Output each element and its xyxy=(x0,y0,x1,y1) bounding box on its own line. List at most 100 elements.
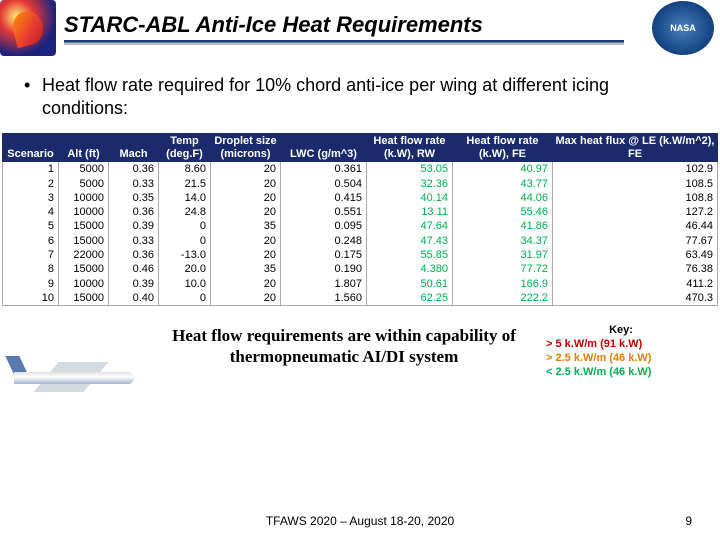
data-table: ScenarioAlt (ft)MachTemp (deg.F)Droplet … xyxy=(2,133,718,306)
table-cell: 77.67 xyxy=(553,234,718,248)
table-cell: 10000 xyxy=(59,191,109,205)
table-row: 10150000.400201.56062.25222.2470.3 xyxy=(3,291,718,306)
table-cell: 108.8 xyxy=(553,191,718,205)
table-cell: 0 xyxy=(159,234,211,248)
nasa-logo-text: NASA xyxy=(670,23,696,33)
table-cell: 108.5 xyxy=(553,177,718,191)
table-cell: 8 xyxy=(3,262,59,276)
table-cell: 411.2 xyxy=(553,277,718,291)
slide-footer: TFAWS 2020 – August 18-20, 2020 xyxy=(0,514,720,528)
legend-line: > 2.5 k.W/m (46 k.W) xyxy=(546,352,696,366)
table-cell: 20 xyxy=(211,177,281,191)
table-cell: 4 xyxy=(3,205,59,219)
table-cell: 34.37 xyxy=(453,234,553,248)
table-cell: 0.46 xyxy=(109,262,159,276)
column-header: LWC (g/m^3) xyxy=(281,134,367,162)
table-cell: 7 xyxy=(3,248,59,262)
column-header: Temp (deg.F) xyxy=(159,134,211,162)
table-cell: 0.39 xyxy=(109,219,159,233)
table-cell: 53.05 xyxy=(367,162,453,177)
slide-title: STARC-ABL Anti-Ice Heat Requirements xyxy=(64,12,720,38)
table-row: 150000.368.60200.36153.0540.97102.9 xyxy=(3,162,718,177)
table-cell: 10.0 xyxy=(159,277,211,291)
table-row: 7220000.36-13.0200.17555.8531.9763.49 xyxy=(3,248,718,262)
content-area: Heat flow rate required for 10% chord an… xyxy=(0,56,720,406)
table-cell: 20 xyxy=(211,205,281,219)
table-cell: 0.361 xyxy=(281,162,367,177)
table-cell: 15000 xyxy=(59,291,109,306)
table-cell: 0.33 xyxy=(109,234,159,248)
table-cell: 62.25 xyxy=(367,291,453,306)
table-cell: 32.36 xyxy=(367,177,453,191)
table-row: 3100000.3514.0200.41540.1444.06108.8 xyxy=(3,191,718,205)
table-cell: 20 xyxy=(211,277,281,291)
table-cell: 63.49 xyxy=(553,248,718,262)
column-header: Heat flow rate (k.W), RW xyxy=(367,134,453,162)
table-cell: 20 xyxy=(211,234,281,248)
table-cell: 47.43 xyxy=(367,234,453,248)
table-cell: 3 xyxy=(3,191,59,205)
table-cell: 31.97 xyxy=(453,248,553,262)
column-header: Mach xyxy=(109,134,159,162)
table-cell: 21.5 xyxy=(159,177,211,191)
table-cell: 14.0 xyxy=(159,191,211,205)
title-underline xyxy=(64,40,624,45)
table-cell: 4.380 xyxy=(367,262,453,276)
table-cell: 222.2 xyxy=(453,291,553,306)
bullet-point: Heat flow rate required for 10% chord an… xyxy=(28,74,696,119)
table-cell: 0.33 xyxy=(109,177,159,191)
table-cell: 77.72 xyxy=(453,262,553,276)
table-cell: 5 xyxy=(3,219,59,233)
table-cell: 0 xyxy=(159,219,211,233)
table-cell: 20 xyxy=(211,162,281,177)
table-cell: 9 xyxy=(3,277,59,291)
table-cell: -13.0 xyxy=(159,248,211,262)
table-row: 8150000.4620.0350.1904.38077.7276.38 xyxy=(3,262,718,276)
table-cell: 20 xyxy=(211,191,281,205)
slide-header: STARC-ABL Anti-Ice Heat Requirements NAS… xyxy=(0,0,720,56)
table-cell: 0.504 xyxy=(281,177,367,191)
table-cell: 0.248 xyxy=(281,234,367,248)
table-row: 4100000.3624.8200.55113.1155.46127.2 xyxy=(3,205,718,219)
table-cell: 40.14 xyxy=(367,191,453,205)
table-cell: 20 xyxy=(211,291,281,306)
table-cell: 1.560 xyxy=(281,291,367,306)
table-cell: 0.36 xyxy=(109,248,159,262)
table-cell: 102.9 xyxy=(553,162,718,177)
table-cell: 166.9 xyxy=(453,277,553,291)
table-cell: 43.77 xyxy=(453,177,553,191)
table-cell: 40.97 xyxy=(453,162,553,177)
table-body: 150000.368.60200.36153.0540.97102.925000… xyxy=(3,162,718,306)
table-cell: 50.61 xyxy=(367,277,453,291)
table-cell: 15000 xyxy=(59,219,109,233)
table-cell: 46.44 xyxy=(553,219,718,233)
column-header: Heat flow rate (k.W), FE xyxy=(453,134,553,162)
table-cell: 13.11 xyxy=(367,205,453,219)
table-cell: 0.415 xyxy=(281,191,367,205)
legend-key: Key: > 5 k.W/m (91 k.W)> 2.5 k.W/m (46 k… xyxy=(546,322,696,406)
table-cell: 8.60 xyxy=(159,162,211,177)
table-cell: 41.86 xyxy=(453,219,553,233)
table-cell: 0.35 xyxy=(109,191,159,205)
table-cell: 0.36 xyxy=(109,162,159,177)
column-header: Alt (ft) xyxy=(59,134,109,162)
column-header: Scenario xyxy=(3,134,59,162)
table-cell: 35 xyxy=(211,262,281,276)
column-header: Droplet size (microns) xyxy=(211,134,281,162)
table-cell: 15000 xyxy=(59,234,109,248)
table-cell: 24.8 xyxy=(159,205,211,219)
table-row: 5150000.390350.09547.6441.8646.44 xyxy=(3,219,718,233)
table-cell: 20 xyxy=(211,248,281,262)
page-number: 9 xyxy=(685,514,692,528)
table-cell: 55.85 xyxy=(367,248,453,262)
table-cell: 35 xyxy=(211,219,281,233)
table-cell: 0.551 xyxy=(281,205,367,219)
combustion-logo xyxy=(0,0,56,56)
table-cell: 10000 xyxy=(59,205,109,219)
table-cell: 5000 xyxy=(59,162,109,177)
column-header: Max heat flux @ LE (k.W/m^2), FE xyxy=(553,134,718,162)
table-cell: 10000 xyxy=(59,277,109,291)
table-cell: 76.38 xyxy=(553,262,718,276)
table-cell: 10 xyxy=(3,291,59,306)
table-cell: 0.36 xyxy=(109,205,159,219)
